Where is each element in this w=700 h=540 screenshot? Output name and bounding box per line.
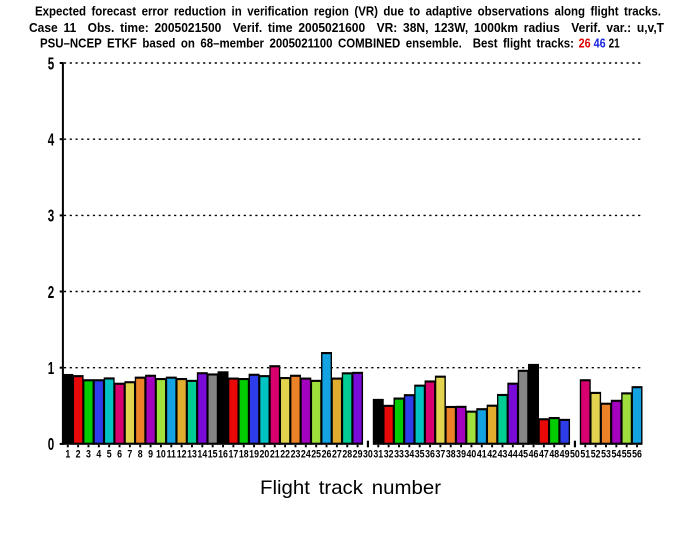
svg-text:52: 52 xyxy=(591,449,601,461)
svg-text:19: 19 xyxy=(249,449,259,461)
svg-text:Case 11 Obs. time: 2005021500: Case 11 Obs. time: 2005021500 Verif. tim… xyxy=(29,21,664,35)
svg-text:53: 53 xyxy=(601,449,611,461)
svg-text:Expected forecast error reduct: Expected forecast error reduction in ver… xyxy=(35,5,661,19)
svg-text:46: 46 xyxy=(529,449,539,461)
svg-text:35: 35 xyxy=(415,449,425,461)
svg-text:4: 4 xyxy=(96,449,101,461)
svg-text:48: 48 xyxy=(549,449,559,461)
svg-text:43: 43 xyxy=(498,449,508,461)
svg-text:Flight track number: Flight track number xyxy=(260,477,442,499)
svg-text:7: 7 xyxy=(127,449,132,461)
svg-text:18: 18 xyxy=(239,449,249,461)
svg-text:4: 4 xyxy=(48,131,55,150)
svg-text:50: 50 xyxy=(570,449,580,461)
svg-text:27: 27 xyxy=(332,449,342,461)
svg-text:26: 26 xyxy=(579,36,591,50)
svg-text:51: 51 xyxy=(580,449,590,461)
svg-text:25: 25 xyxy=(311,449,321,461)
svg-text:42: 42 xyxy=(487,449,497,461)
svg-text:3: 3 xyxy=(48,208,54,227)
svg-text:2: 2 xyxy=(76,449,81,461)
svg-text:15: 15 xyxy=(208,449,218,461)
svg-text:11: 11 xyxy=(167,449,177,461)
svg-text:14: 14 xyxy=(197,449,207,461)
svg-text:6: 6 xyxy=(117,449,122,461)
svg-text:37: 37 xyxy=(435,449,445,461)
svg-text:56: 56 xyxy=(632,449,642,461)
svg-text:33: 33 xyxy=(394,449,404,461)
svg-text:54: 54 xyxy=(611,449,621,461)
svg-text:16: 16 xyxy=(218,449,228,461)
svg-text:5: 5 xyxy=(107,449,112,461)
svg-text:30: 30 xyxy=(363,449,373,461)
svg-text:21: 21 xyxy=(609,36,620,50)
svg-text:PSU–NCEP ETKF based on 68–memb: PSU–NCEP ETKF based on 68–member 2005021… xyxy=(40,36,574,50)
svg-text:24: 24 xyxy=(301,449,311,461)
svg-text:40: 40 xyxy=(467,449,477,461)
svg-text:55: 55 xyxy=(622,449,632,461)
svg-text:20: 20 xyxy=(260,449,270,461)
svg-text:22: 22 xyxy=(280,449,290,461)
svg-text:13: 13 xyxy=(187,449,197,461)
svg-text:21: 21 xyxy=(270,449,280,461)
svg-text:39: 39 xyxy=(456,449,466,461)
svg-text:5: 5 xyxy=(48,55,54,74)
svg-text:44: 44 xyxy=(508,449,518,461)
svg-text:41: 41 xyxy=(477,449,487,461)
svg-text:47: 47 xyxy=(539,449,549,461)
svg-text:26: 26 xyxy=(322,449,332,461)
svg-text:31: 31 xyxy=(373,449,383,461)
svg-text:2: 2 xyxy=(48,284,54,303)
svg-text:9: 9 xyxy=(148,449,153,461)
svg-text:12: 12 xyxy=(177,449,187,461)
svg-text:10: 10 xyxy=(156,449,166,461)
svg-text:8: 8 xyxy=(138,449,143,461)
svg-text:29: 29 xyxy=(353,449,363,461)
svg-text:46: 46 xyxy=(594,36,606,50)
svg-text:36: 36 xyxy=(425,449,435,461)
svg-text:49: 49 xyxy=(560,449,570,461)
svg-text:32: 32 xyxy=(384,449,394,461)
svg-text:23: 23 xyxy=(291,449,301,461)
svg-text:1: 1 xyxy=(65,449,70,461)
svg-text:45: 45 xyxy=(518,449,528,461)
svg-text:17: 17 xyxy=(228,449,238,461)
svg-text:0: 0 xyxy=(48,436,54,455)
svg-text:1: 1 xyxy=(48,360,54,379)
svg-text:38: 38 xyxy=(446,449,456,461)
svg-text:34: 34 xyxy=(404,449,414,461)
svg-text:28: 28 xyxy=(342,449,352,461)
svg-text:3: 3 xyxy=(86,449,91,461)
